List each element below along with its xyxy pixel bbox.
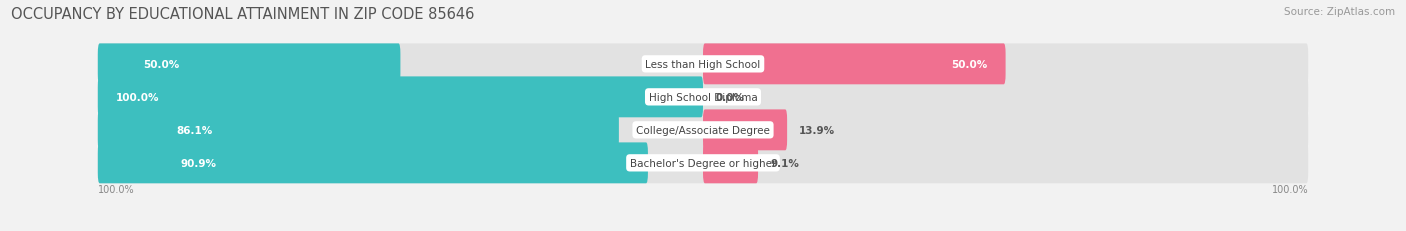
FancyBboxPatch shape bbox=[98, 110, 1308, 151]
FancyBboxPatch shape bbox=[98, 143, 1308, 183]
Text: 50.0%: 50.0% bbox=[952, 60, 987, 70]
Text: 13.9%: 13.9% bbox=[799, 125, 835, 135]
Text: Bachelor's Degree or higher: Bachelor's Degree or higher bbox=[630, 158, 776, 168]
Text: Source: ZipAtlas.com: Source: ZipAtlas.com bbox=[1284, 7, 1395, 17]
FancyBboxPatch shape bbox=[98, 110, 619, 151]
Text: 90.9%: 90.9% bbox=[180, 158, 217, 168]
FancyBboxPatch shape bbox=[98, 44, 401, 85]
FancyBboxPatch shape bbox=[98, 44, 1308, 85]
FancyBboxPatch shape bbox=[703, 44, 1005, 85]
Text: Less than High School: Less than High School bbox=[645, 60, 761, 70]
Text: 0.0%: 0.0% bbox=[716, 92, 744, 102]
Text: 100.0%: 100.0% bbox=[1271, 184, 1308, 194]
Text: 86.1%: 86.1% bbox=[176, 125, 212, 135]
Text: OCCUPANCY BY EDUCATIONAL ATTAINMENT IN ZIP CODE 85646: OCCUPANCY BY EDUCATIONAL ATTAINMENT IN Z… bbox=[11, 7, 475, 22]
Text: 100.0%: 100.0% bbox=[98, 184, 135, 194]
FancyBboxPatch shape bbox=[703, 143, 758, 183]
FancyBboxPatch shape bbox=[98, 77, 703, 118]
Text: 100.0%: 100.0% bbox=[115, 92, 159, 102]
Text: College/Associate Degree: College/Associate Degree bbox=[636, 125, 770, 135]
FancyBboxPatch shape bbox=[703, 110, 787, 151]
FancyBboxPatch shape bbox=[98, 77, 1308, 118]
Text: 9.1%: 9.1% bbox=[770, 158, 799, 168]
Text: High School Diploma: High School Diploma bbox=[648, 92, 758, 102]
Text: 50.0%: 50.0% bbox=[143, 60, 180, 70]
FancyBboxPatch shape bbox=[98, 143, 648, 183]
